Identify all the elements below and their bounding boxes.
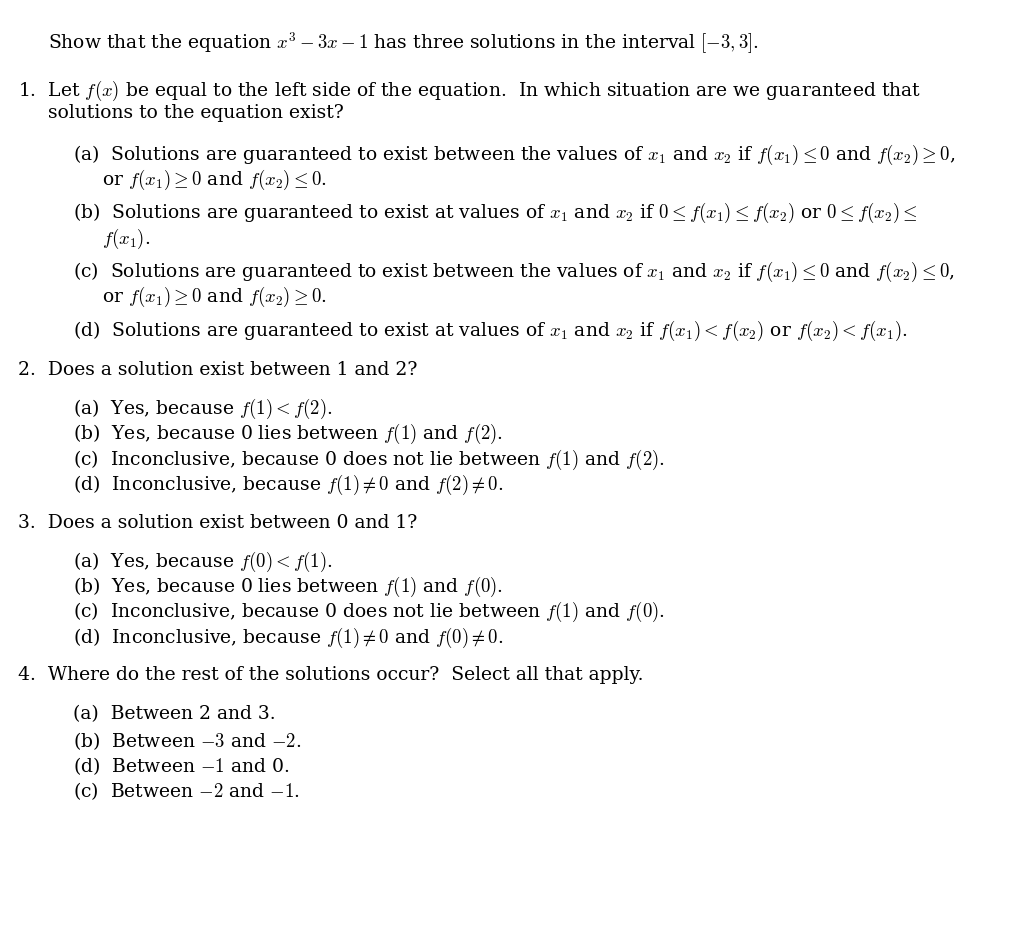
Text: (a)  Yes, because $f(1) < f(2)$.: (a) Yes, because $f(1) < f(2)$. <box>73 397 333 421</box>
Text: (a)  Between 2 and 3.: (a) Between 2 and 3. <box>73 705 276 722</box>
Text: 1.  Let $f(x)$ be equal to the left side of the equation.  In which situation ar: 1. Let $f(x)$ be equal to the left side … <box>18 79 921 103</box>
Text: (b)  Yes, because 0 lies between $f(1)$ and $f(0)$.: (b) Yes, because 0 lies between $f(1)$ a… <box>73 575 503 599</box>
Text: 2.  Does a solution exist between 1 and 2?: 2. Does a solution exist between 1 and 2… <box>18 361 417 378</box>
Text: (d)  Solutions are guaranteed to exist at values of $x_1$ and $x_2$ if $f(x_1) <: (d) Solutions are guaranteed to exist at… <box>73 319 908 343</box>
Text: or $f(x_1) \geq 0$ and $f(x_2) \geq 0$.: or $f(x_1) \geq 0$ and $f(x_2) \geq 0$. <box>102 285 327 309</box>
Text: (c)  Solutions are guaranteed to exist between the values of $x_1$ and $x_2$ if : (c) Solutions are guaranteed to exist be… <box>73 260 955 284</box>
Text: (b)  Solutions are guaranteed to exist at values of $x_1$ and $x_2$ if $0 \leq f: (b) Solutions are guaranteed to exist at… <box>73 201 918 226</box>
Text: (a)  Solutions are guaranteed to exist between the values of $x_1$ and $x_2$ if : (a) Solutions are guaranteed to exist be… <box>73 143 956 167</box>
Text: Show that the equation $x^3 - 3x - 1$ has three solutions in the interval $[-3, : Show that the equation $x^3 - 3x - 1$ ha… <box>48 30 759 56</box>
Text: (b)  Yes, because 0 lies between $f(1)$ and $f(2)$.: (b) Yes, because 0 lies between $f(1)$ a… <box>73 422 503 446</box>
Text: (d)  Inconclusive, because $f(1) \neq 0$ and $f(0) \neq 0$.: (d) Inconclusive, because $f(1) \neq 0$ … <box>73 625 504 650</box>
Text: solutions to the equation exist?: solutions to the equation exist? <box>48 104 344 122</box>
Text: (d)  Between $-1$ and 0.: (d) Between $-1$ and 0. <box>73 755 290 776</box>
Text: (c)  Inconclusive, because 0 does not lie between $f(1)$ and $f(0)$.: (c) Inconclusive, because 0 does not lie… <box>73 600 665 624</box>
Text: (d)  Inconclusive, because $f(1) \neq 0$ and $f(2) \neq 0$.: (d) Inconclusive, because $f(1) \neq 0$ … <box>73 473 504 497</box>
Text: (c)  Between $-2$ and $-1$.: (c) Between $-2$ and $-1$. <box>73 780 300 802</box>
Text: (b)  Between $-3$ and $-2$.: (b) Between $-3$ and $-2$. <box>73 730 301 751</box>
Text: 4.  Where do the rest of the solutions occur?  Select all that apply.: 4. Where do the rest of the solutions oc… <box>18 666 643 684</box>
Text: $f(x_1)$.: $f(x_1)$. <box>102 226 150 251</box>
Text: (c)  Inconclusive, because 0 does not lie between $f(1)$ and $f(2)$.: (c) Inconclusive, because 0 does not lie… <box>73 447 665 472</box>
Text: or $f(x_1) \geq 0$ and $f(x_2) \leq 0$.: or $f(x_1) \geq 0$ and $f(x_2) \leq 0$. <box>102 168 327 192</box>
Text: (a)  Yes, because $f(0) < f(1)$.: (a) Yes, because $f(0) < f(1)$. <box>73 550 333 574</box>
Text: 3.  Does a solution exist between 0 and 1?: 3. Does a solution exist between 0 and 1… <box>18 514 417 531</box>
